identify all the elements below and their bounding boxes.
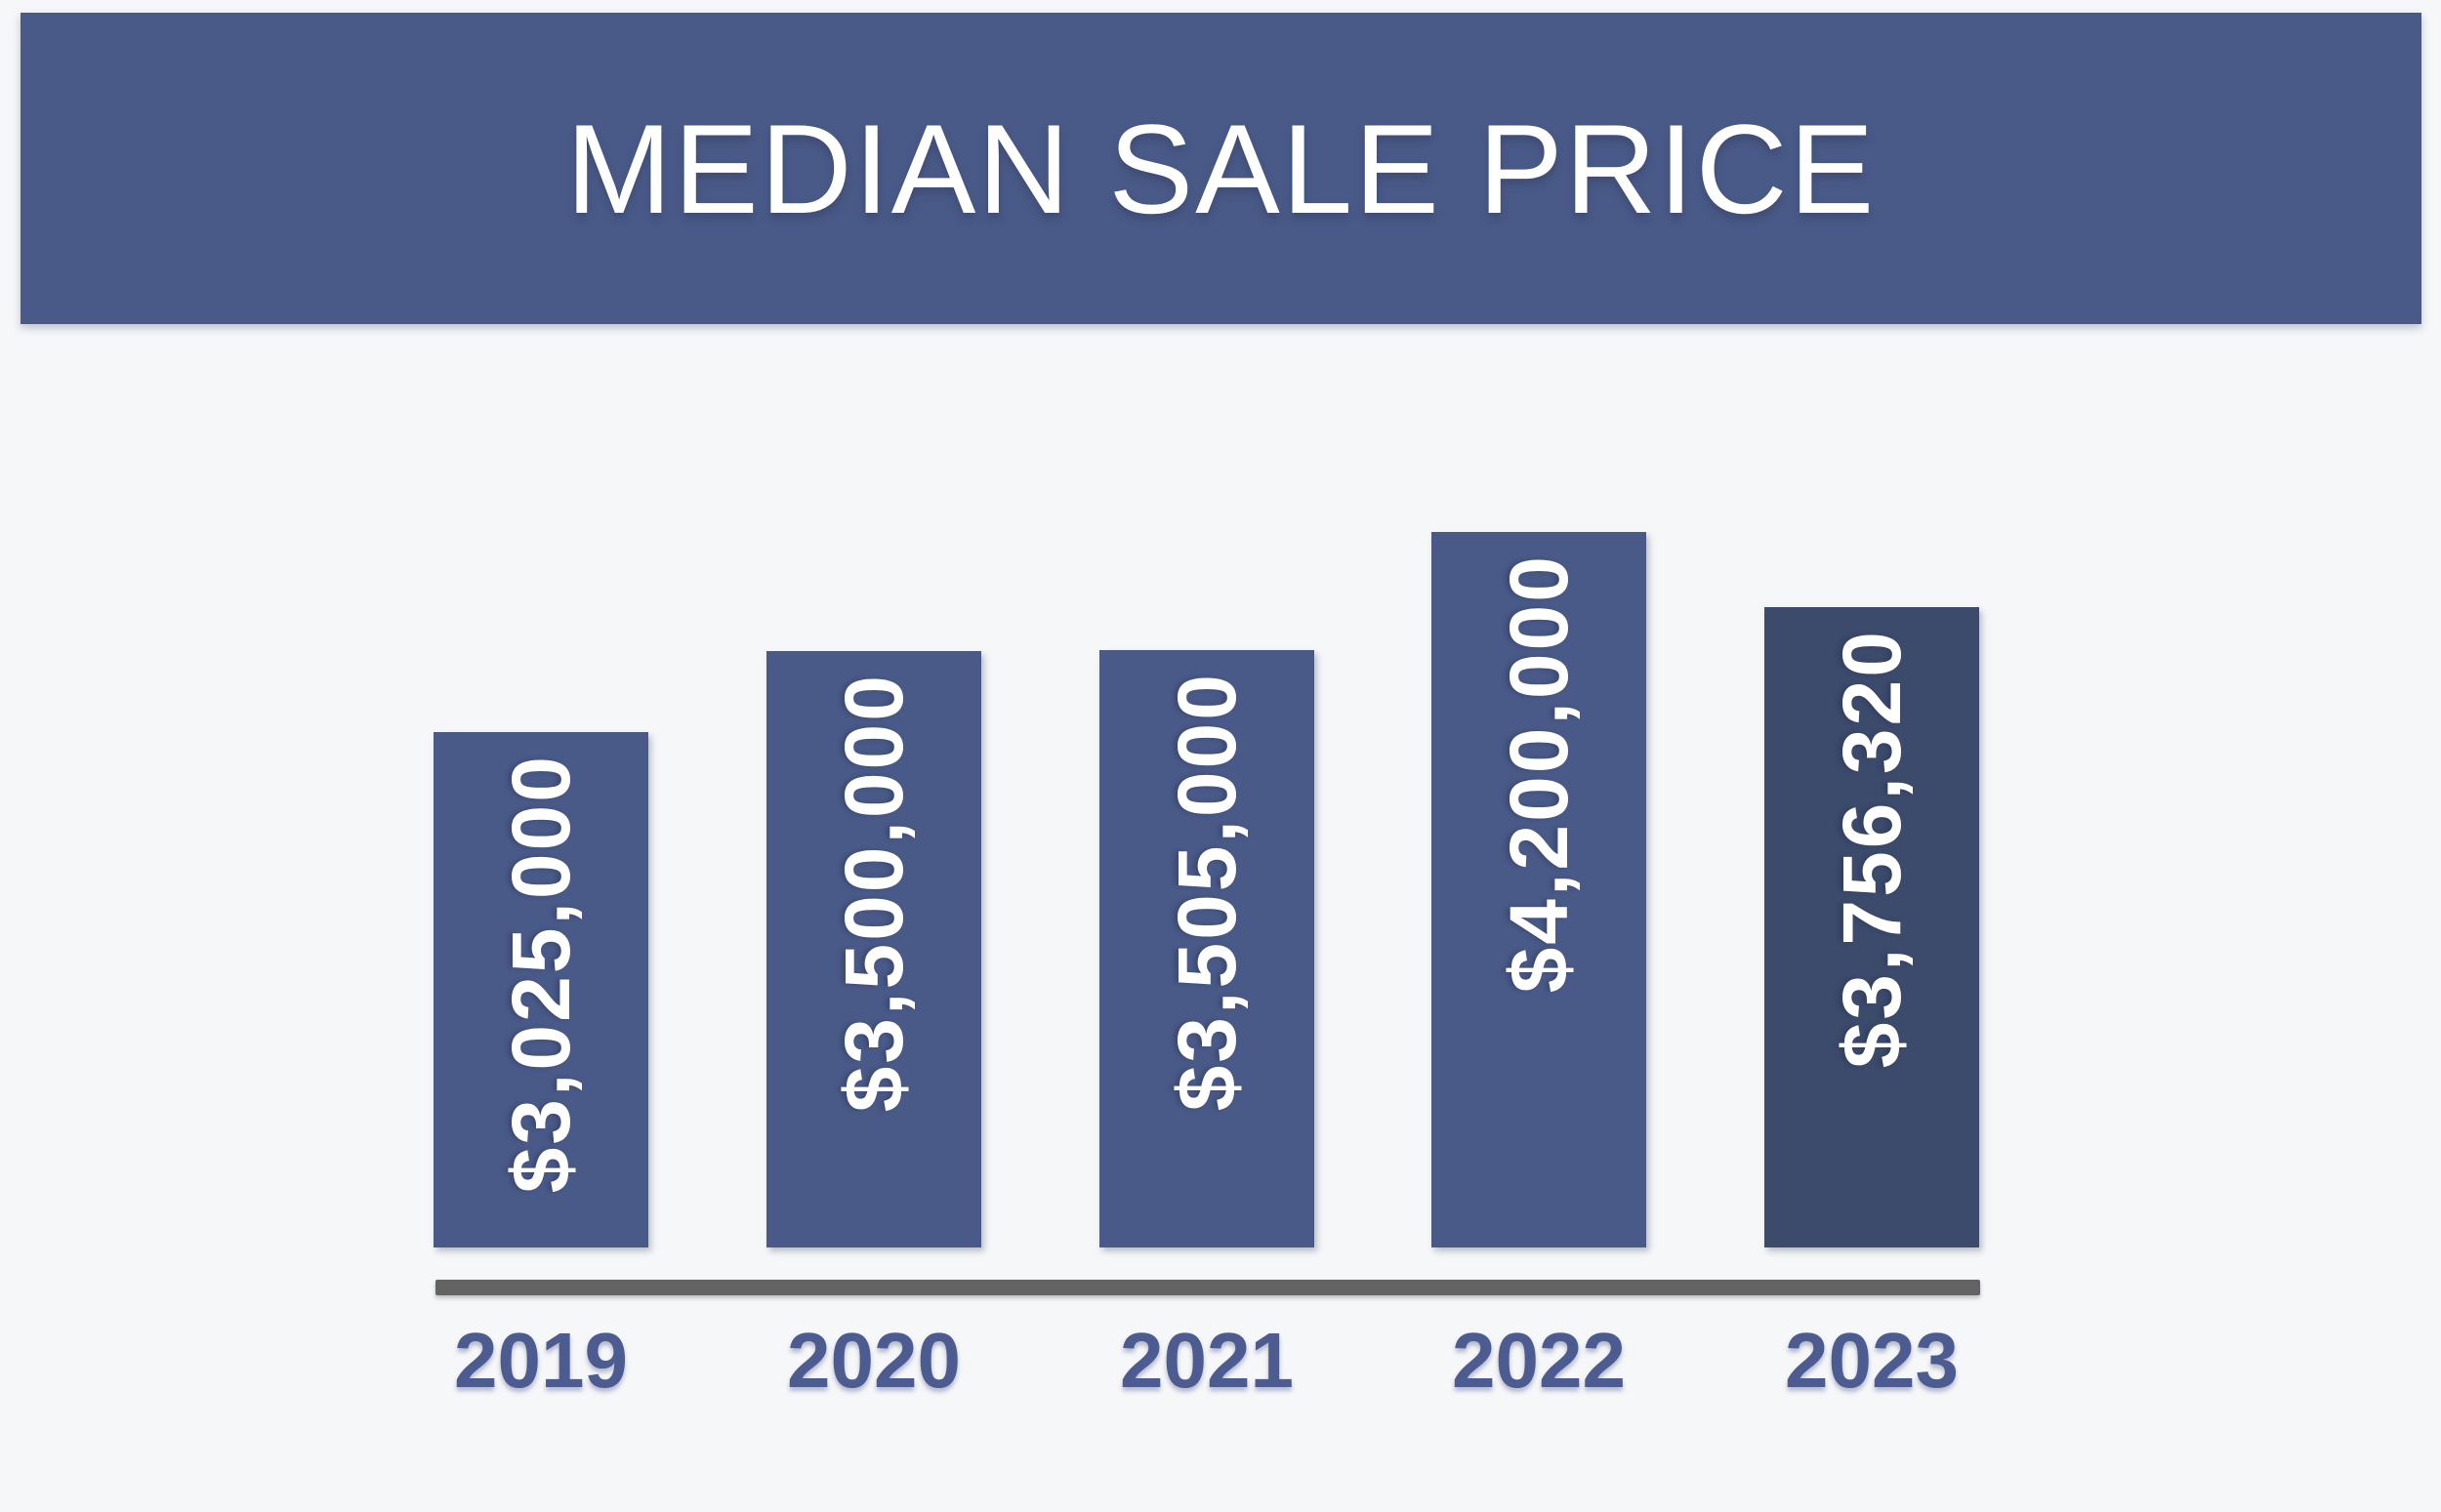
- bar-2021: $3,505,000: [1099, 650, 1314, 1247]
- bar-2022: $4,200,000: [1431, 532, 1646, 1247]
- bar-2020: $3,500,000: [766, 651, 981, 1247]
- title-banner: MEDIAN SALE PRICE: [21, 13, 2421, 324]
- bar-value-label-2023: $3,756,320: [1826, 629, 1918, 1069]
- x-tick-label-2022: 2022: [1452, 1317, 1626, 1404]
- chart-title: MEDIAN SALE PRICE: [565, 97, 1877, 240]
- bar-value-label-2022: $4,200,000: [1493, 553, 1585, 994]
- x-tick-label-2020: 2020: [787, 1317, 961, 1404]
- x-tick-label-2019: 2019: [454, 1317, 628, 1404]
- x-axis-line: [435, 1280, 1980, 1295]
- bar-value-label-2019: $3,025,000: [495, 754, 587, 1194]
- x-tick-label-2023: 2023: [1785, 1317, 1959, 1404]
- bar-2019: $3,025,000: [434, 732, 648, 1247]
- x-tick-label-2021: 2021: [1120, 1317, 1294, 1404]
- bar-value-label-2020: $3,500,000: [828, 673, 920, 1113]
- bar-2023: $3,756,320: [1764, 607, 1979, 1247]
- bar-value-label-2021: $3,505,000: [1161, 672, 1253, 1112]
